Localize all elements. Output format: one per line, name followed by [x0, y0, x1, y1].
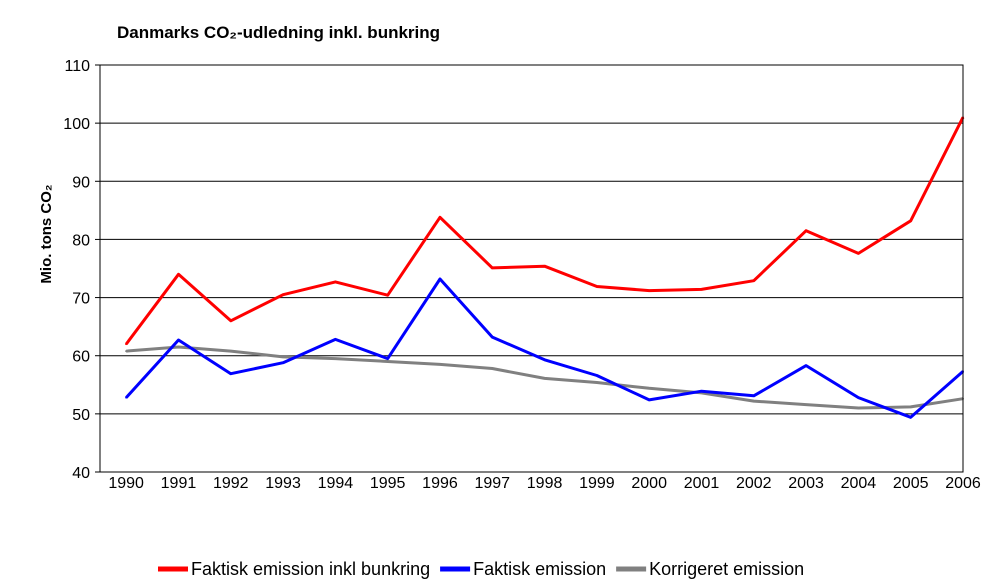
data-point [909, 219, 912, 222]
data-point [334, 280, 337, 283]
data-point [386, 360, 389, 363]
data-point [386, 357, 389, 360]
data-point [491, 336, 494, 339]
plot-area-border [99, 64, 964, 473]
data-point [125, 350, 128, 353]
data-point [752, 394, 755, 397]
y-tick-label: 100 [63, 116, 90, 133]
data-point [648, 289, 651, 292]
data-point [752, 279, 755, 282]
y-tick-label: 110 [64, 58, 90, 75]
data-point [857, 396, 860, 399]
x-tick-label: 1991 [161, 475, 197, 492]
axes [99, 64, 964, 473]
data-point [438, 363, 441, 366]
x-tick-label: 1997 [474, 475, 510, 492]
y-tick-label: 80 [72, 232, 90, 249]
data-point [543, 358, 546, 361]
data-point [595, 381, 598, 384]
data-point [648, 398, 651, 401]
data-point [334, 338, 337, 341]
data-point [229, 319, 232, 322]
x-tick-label: 1996 [422, 475, 458, 492]
x-tick-label: 1990 [108, 475, 144, 492]
data-point [595, 285, 598, 288]
data-point [543, 265, 546, 268]
y-tick-label: 50 [72, 407, 90, 424]
data-point [700, 390, 703, 393]
x-tick-label: 2003 [788, 475, 824, 492]
x-tick-labels: 1990 1991 1992 1993 1994 1995 1996 1997 1998 1999… [108, 475, 981, 492]
data-point [282, 355, 285, 358]
x-tick-label: 1993 [265, 475, 301, 492]
x-tick-label: 1992 [213, 475, 249, 492]
x-tick-label: 2002 [736, 475, 772, 492]
data-point [229, 350, 232, 353]
data-point [177, 273, 180, 276]
y-tick-label: 90 [72, 174, 90, 191]
data-point [491, 266, 494, 269]
chart-title: Danmarks CO₂-udledning inkl. bunkring [117, 23, 440, 42]
legend-label: Faktisk emission [473, 559, 606, 579]
data-point [805, 403, 808, 406]
data-point [177, 345, 180, 348]
gridlines [95, 64, 963, 473]
data-point [386, 294, 389, 297]
series-lines [124, 116, 965, 419]
data-point [700, 288, 703, 291]
x-tick-label: 1998 [527, 475, 563, 492]
data-point [543, 377, 546, 380]
data-point [491, 367, 494, 370]
data-point [752, 400, 755, 403]
y-tick-label: 40 [72, 465, 90, 482]
data-point [648, 387, 651, 390]
data-point [438, 277, 441, 280]
series-line [125, 277, 964, 419]
data-point [282, 293, 285, 296]
x-tick-label: 2004 [841, 475, 877, 492]
x-tick-label: 1994 [318, 475, 354, 492]
y-tick-labels: 40 50 60 70 80 90 100 110 [63, 58, 90, 482]
legend: Faktisk emission inkl bunkring Faktisk em… [158, 559, 804, 579]
legend-label: Korrigeret emission [649, 559, 804, 579]
series-line [124, 116, 965, 345]
x-tick-label: 1995 [370, 475, 406, 492]
data-point [177, 339, 180, 342]
data-point [334, 357, 337, 360]
data-point [909, 405, 912, 408]
data-point [595, 374, 598, 377]
data-point [857, 407, 860, 410]
data-point [857, 252, 860, 255]
data-point [282, 361, 285, 364]
data-point [805, 364, 808, 367]
data-point [909, 416, 912, 419]
y-tick-label: 60 [72, 349, 90, 366]
data-point [125, 396, 128, 399]
data-point [438, 216, 441, 219]
x-tick-label: 2000 [631, 475, 667, 492]
y-tick-label: 70 [72, 291, 90, 308]
data-point [805, 229, 808, 232]
y-axis-label: Mio. tons CO₂ [38, 184, 55, 283]
data-point [229, 372, 232, 375]
x-tick-label: 1999 [579, 475, 615, 492]
x-tick-label: 2005 [893, 475, 929, 492]
legend-label: Faktisk emission inkl bunkring [191, 559, 430, 579]
x-tick-label: 2006 [945, 475, 981, 492]
data-point [125, 343, 128, 346]
x-tick-label: 2001 [684, 475, 720, 492]
